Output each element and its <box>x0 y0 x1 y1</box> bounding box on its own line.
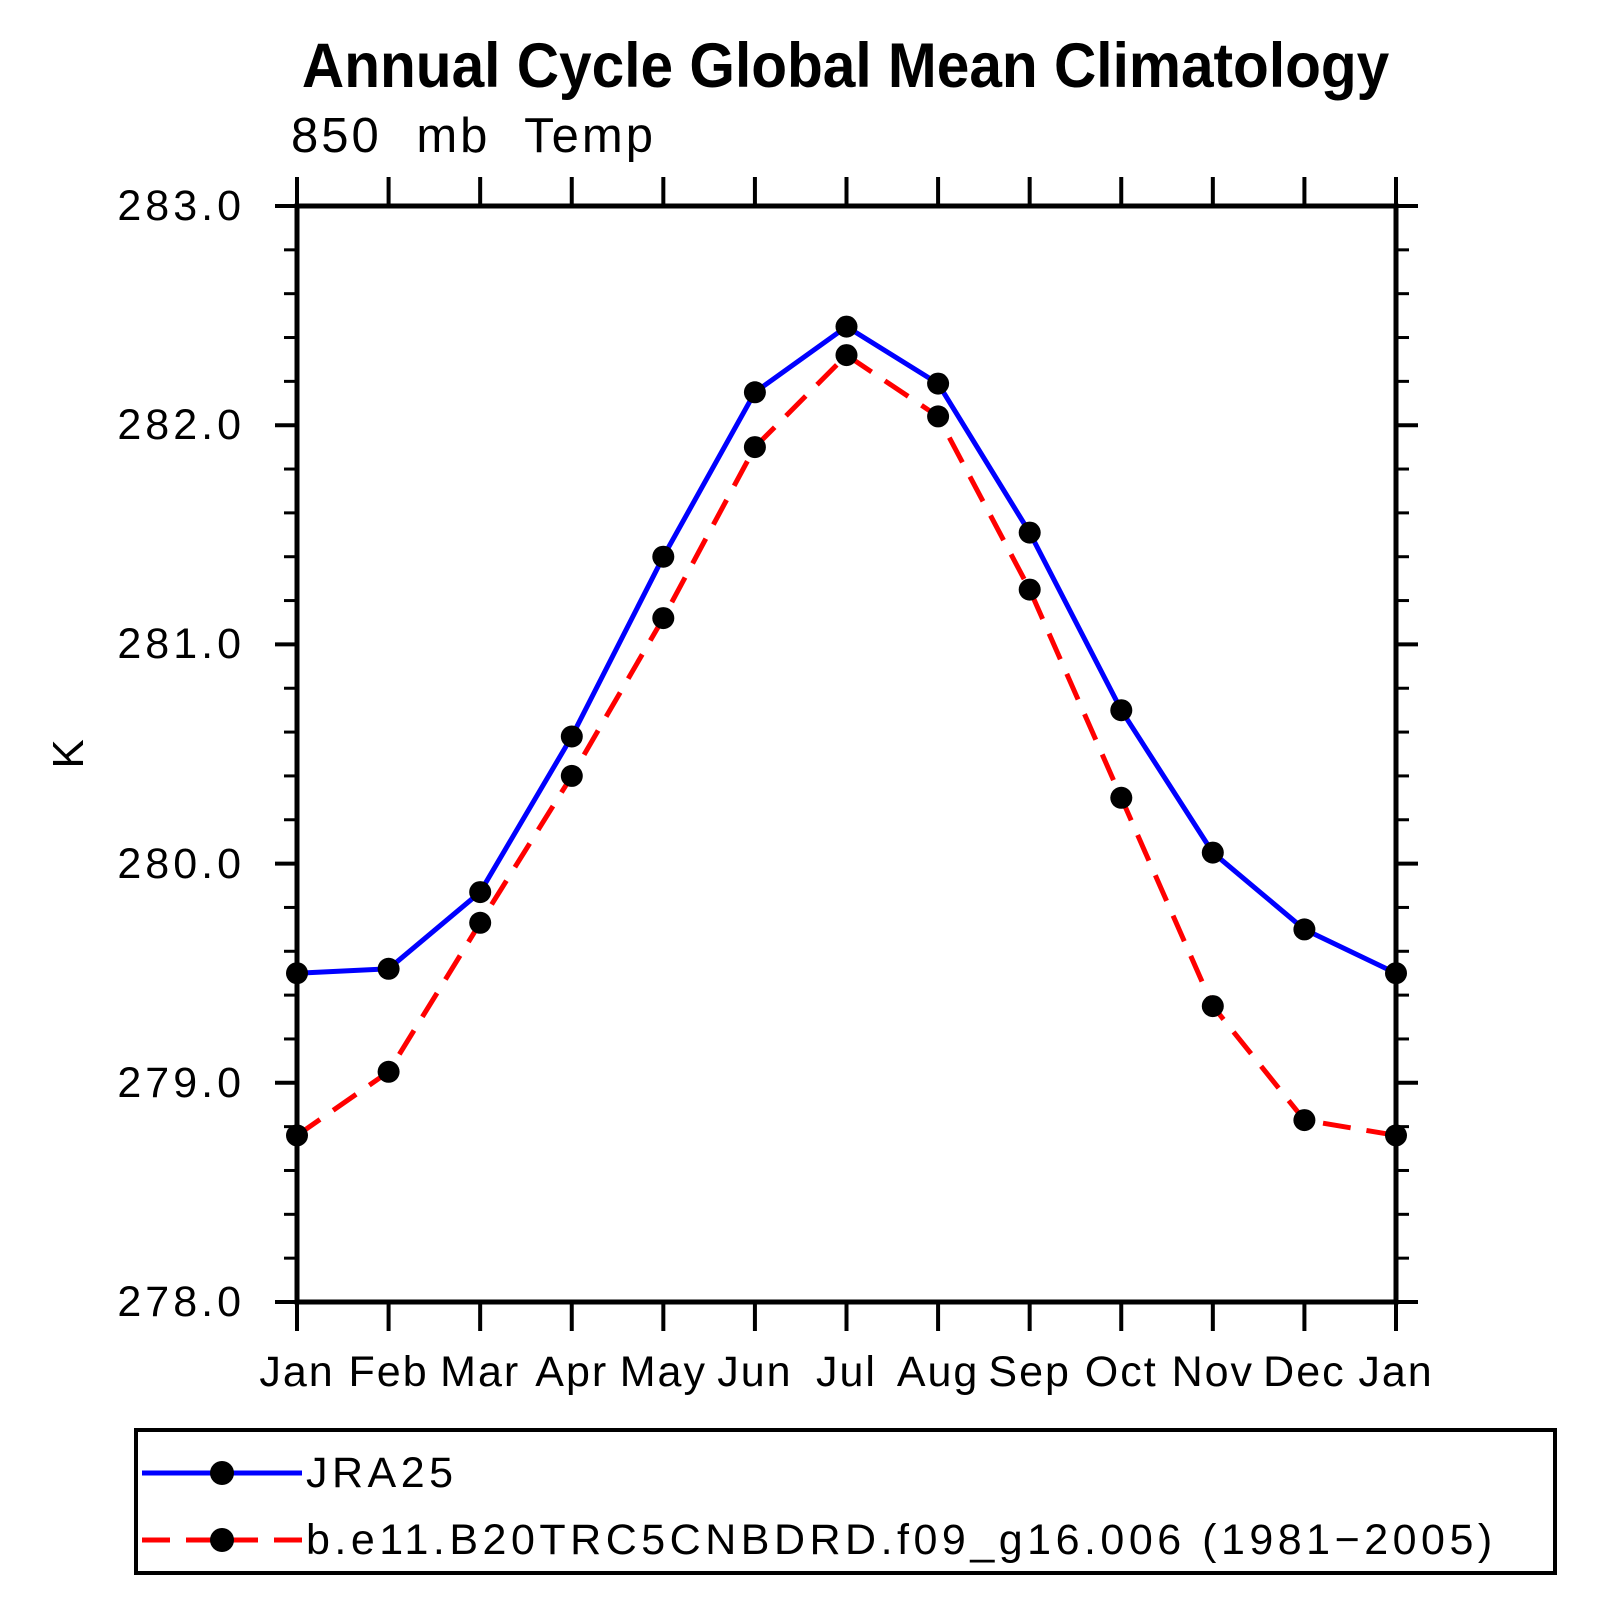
y-tick-label: 283.0 <box>117 182 245 230</box>
series-0-marker <box>1201 841 1224 864</box>
chart-title: Annual Cycle Global Mean Climatology <box>302 31 1390 101</box>
y-tick-label: 280.0 <box>117 839 245 888</box>
series-1-marker <box>1293 1109 1316 1132</box>
series-1-marker <box>377 1060 400 1083</box>
x-tick-label: Dec <box>1263 1348 1346 1396</box>
x-tick-label: Jun <box>717 1348 793 1396</box>
series-1-marker <box>835 344 858 367</box>
y-tick-label: 282.0 <box>117 401 245 450</box>
x-tick-label: Jul <box>816 1348 877 1396</box>
series-0-marker <box>1018 521 1041 544</box>
series-0-marker <box>1385 962 1407 985</box>
legend-marker <box>210 1461 234 1485</box>
series-0-marker <box>560 725 583 748</box>
series-1-marker <box>1385 1124 1407 1147</box>
series-0-marker <box>927 372 950 395</box>
x-tick-label: May <box>619 1348 707 1396</box>
series-1-marker <box>469 911 492 934</box>
series-1-marker <box>1201 995 1224 1018</box>
series-1-marker <box>1018 578 1041 601</box>
x-tick-label: Nov <box>1171 1348 1255 1396</box>
legend-box: JRA25 b.e11.B20TRC5CNBDRD.f09_g16.006 (19… <box>134 1428 1557 1575</box>
plot-frame <box>294 203 1399 1305</box>
x-tick-label: Jan <box>1358 1348 1434 1396</box>
y-tick-label: 281.0 <box>117 620 245 669</box>
series-0-marker <box>743 381 766 404</box>
series-0-marker <box>835 315 858 338</box>
series-1-marker <box>927 405 950 428</box>
y-tick-label: 279.0 <box>117 1058 245 1107</box>
chart-title-wrap: Annual Cycle Global Mean Climatology <box>0 30 1613 102</box>
series-0-marker <box>469 881 492 904</box>
x-tick-label: Mar <box>440 1348 521 1396</box>
x-tick-label: Jan <box>259 1348 335 1396</box>
series-line-1 <box>295 352 1397 1138</box>
series-1-marker <box>560 764 583 787</box>
x-tick-label: Apr <box>535 1348 609 1396</box>
legend-row-0: JRA25 <box>138 1449 1553 1497</box>
series-0-marker <box>286 962 308 985</box>
series-0-marker <box>377 957 400 980</box>
series-0-marker <box>652 545 675 568</box>
series-1-marker <box>1110 786 1133 809</box>
y-axis-label: K <box>44 739 93 769</box>
legend-marker <box>210 1528 234 1552</box>
y-tick-label: 278.0 <box>117 1278 245 1326</box>
x-tick-label: Sep <box>988 1348 1071 1396</box>
legend-label-1: b.e11.B20TRC5CNBDRD.f09_g16.006 (1981−20… <box>306 1516 1497 1564</box>
chart-subtitle: 850 mb Temp <box>291 109 656 163</box>
series-0-marker <box>1293 918 1316 941</box>
series-1-marker <box>652 607 675 630</box>
x-tick-label: Oct <box>1084 1348 1158 1396</box>
x-tick-label: Aug <box>896 1348 980 1396</box>
series-line-0 <box>296 324 1398 976</box>
legend-label-0: JRA25 <box>306 1449 458 1497</box>
series-1-marker <box>743 436 766 459</box>
series-1-marker <box>286 1124 308 1147</box>
series-0-marker <box>1110 699 1133 722</box>
x-tick-label: Feb <box>348 1348 429 1396</box>
legend-row-1: b.e11.B20TRC5CNBDRD.f09_g16.006 (1981−20… <box>138 1516 1553 1564</box>
legend-line-sample <box>142 1461 302 1485</box>
legend-line-sample <box>142 1528 302 1552</box>
